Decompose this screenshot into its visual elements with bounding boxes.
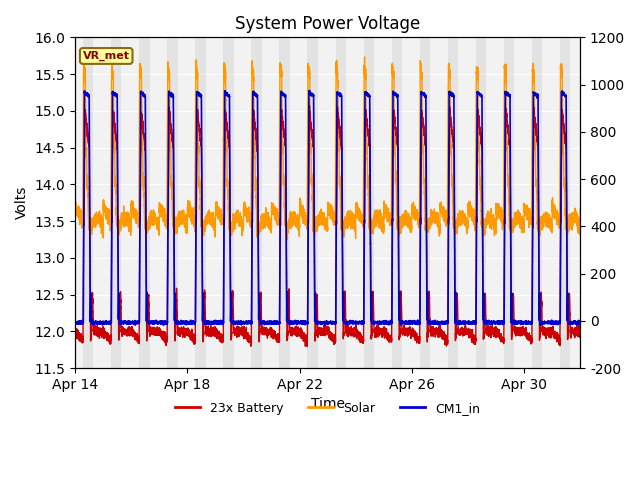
- Bar: [504, 37, 514, 368]
- Bar: [448, 37, 458, 368]
- Bar: [476, 37, 486, 368]
- Bar: [252, 37, 262, 368]
- Bar: [83, 37, 93, 368]
- Title: System Power Voltage: System Power Voltage: [235, 15, 420, 33]
- X-axis label: Time: Time: [310, 397, 345, 411]
- Bar: [167, 37, 177, 368]
- Legend: 23x Battery, Solar, CM1_in: 23x Battery, Solar, CM1_in: [170, 397, 485, 420]
- Bar: [335, 37, 346, 368]
- Bar: [139, 37, 150, 368]
- Text: VR_met: VR_met: [83, 51, 130, 61]
- Bar: [420, 37, 430, 368]
- Bar: [532, 37, 542, 368]
- Bar: [280, 37, 290, 368]
- Bar: [392, 37, 402, 368]
- Y-axis label: Volts: Volts: [15, 186, 29, 219]
- Bar: [223, 37, 234, 368]
- Bar: [195, 37, 205, 368]
- Bar: [364, 37, 374, 368]
- Bar: [560, 37, 570, 368]
- Bar: [307, 37, 318, 368]
- Bar: [111, 37, 122, 368]
